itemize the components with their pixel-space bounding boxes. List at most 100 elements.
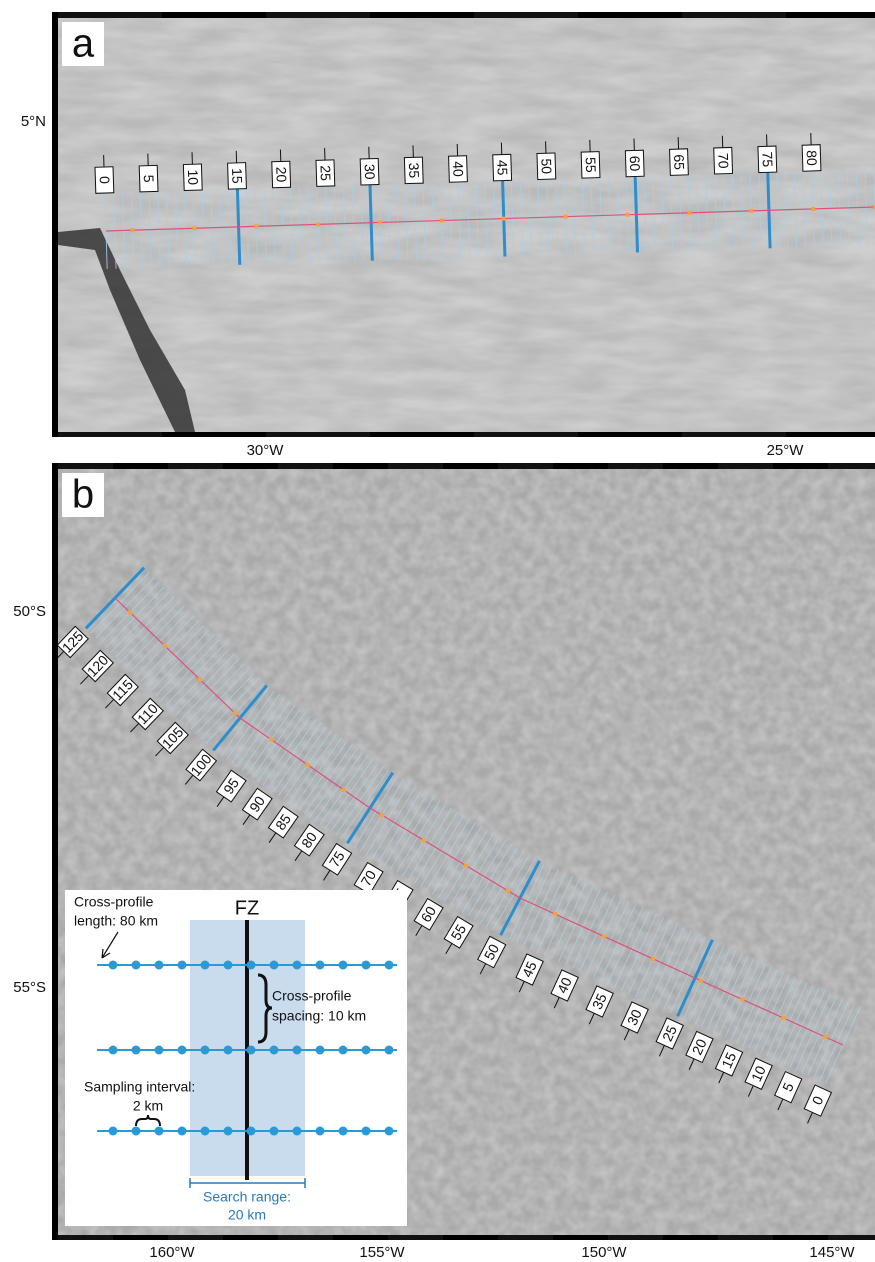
inset-text: Sampling interval:: [84, 1079, 195, 1095]
km-label-box: [585, 985, 614, 1018]
km-label-text: 25: [317, 165, 333, 181]
frame-tick: [278, 463, 333, 469]
trace-point: [422, 838, 426, 843]
km-label-box: [477, 935, 507, 969]
km-label-box: [267, 805, 299, 839]
km-label-box: [713, 146, 734, 175]
km-label-box: [359, 157, 380, 186]
km-label-box: [353, 861, 384, 895]
trace-point: [823, 1034, 828, 1039]
km-label-text: 70: [715, 153, 731, 169]
sample-dot: [361, 960, 371, 970]
km-label: 60: [624, 149, 645, 178]
km-label: 50: [536, 152, 557, 181]
km-label-text: 10: [185, 169, 201, 185]
lat-label: 55°S: [13, 979, 46, 996]
fz-label: FZ: [235, 897, 259, 919]
lat-label: 5°N: [21, 113, 46, 130]
trace-point: [740, 997, 745, 1002]
km-label: 15: [714, 1044, 744, 1077]
km-label-box: [655, 1017, 684, 1050]
frame-tick: [58, 463, 113, 469]
frame-tick: [682, 12, 786, 18]
arrow: [101, 931, 119, 959]
km-label-text: 95: [220, 775, 242, 797]
trace-point: [439, 218, 444, 223]
km-label-box: [94, 166, 115, 194]
km-label: 35: [585, 985, 614, 1018]
trace-point: [163, 644, 167, 648]
km-label-box: [58, 625, 89, 659]
km-label-box: [215, 769, 247, 803]
km-label: 45: [515, 953, 544, 986]
lon-label: 160°W: [149, 1244, 195, 1261]
km-label-box: [620, 1001, 649, 1034]
km-label-box: [81, 649, 114, 683]
km-label-text: 50: [538, 158, 554, 174]
trace-point: [269, 737, 274, 742]
frame-tick: [828, 463, 875, 469]
frame-tick: [58, 1235, 113, 1240]
km-label-text: 5: [141, 174, 157, 182]
sample-dot: [269, 960, 279, 970]
frame-tick: [498, 463, 553, 469]
sample-dot: [292, 1126, 302, 1136]
km-label-text: 0: [97, 176, 113, 184]
km-label-box: [515, 953, 544, 986]
trace-point: [873, 205, 875, 209]
km-label: 20: [271, 160, 292, 189]
sample-dot: [200, 960, 210, 970]
trace-point: [501, 216, 506, 221]
km-label-text: 15: [718, 1050, 739, 1071]
frame-tick: [608, 1235, 663, 1240]
km-label-text: 15: [229, 168, 245, 184]
trace-point: [811, 206, 816, 211]
km-label-box: [550, 969, 579, 1002]
km-label: 90: [241, 787, 273, 821]
km-label: 65: [669, 148, 689, 176]
frame-tick: [168, 1235, 223, 1240]
km-label: 10: [182, 163, 203, 192]
km-label-text: 30: [624, 1007, 645, 1028]
inset-text: 2 km: [133, 1098, 163, 1114]
sample-dot: [246, 1045, 256, 1055]
frame-tick: [168, 463, 223, 469]
lon-label: 145°W: [809, 1244, 855, 1261]
frame-tick: [608, 463, 663, 469]
km-label: 0: [94, 166, 115, 194]
trough: [58, 228, 195, 432]
frame-tick: [278, 1235, 333, 1240]
km-label: 40: [550, 969, 579, 1002]
km-label-text: 45: [519, 959, 540, 980]
sample-dot: [177, 960, 187, 970]
km-label-box: [757, 145, 778, 174]
sample-dot: [223, 1126, 233, 1136]
trace-point: [563, 214, 568, 219]
km-label-text: 50: [481, 941, 502, 962]
km-label-text: 75: [326, 848, 348, 870]
trace-point: [305, 762, 310, 767]
frame-tick: [718, 463, 773, 469]
km-label-box: [185, 748, 218, 782]
sample-dot: [200, 1126, 210, 1136]
frame-tick: [474, 432, 578, 437]
sample-dot: [384, 960, 394, 970]
km-label-text: 40: [450, 161, 466, 177]
frame-tick: [718, 1235, 773, 1240]
km-label-text: 70: [357, 867, 379, 889]
km-label-text: 75: [759, 151, 775, 167]
frame-tick: [474, 12, 578, 18]
sample-dot: [361, 1045, 371, 1055]
km-label-box: [580, 151, 601, 179]
lat-label: 50°S: [13, 603, 46, 620]
km-label-box: [315, 159, 336, 187]
map-texture: [58, 18, 875, 432]
km-label-box: [138, 164, 159, 193]
trace-point: [378, 220, 383, 225]
km-label: 85: [267, 805, 299, 839]
trace-point: [130, 228, 135, 233]
km-label-box: [227, 162, 247, 190]
trace-point: [698, 978, 703, 983]
km-label: 70: [353, 861, 384, 895]
km-label-text: 35: [406, 162, 422, 178]
